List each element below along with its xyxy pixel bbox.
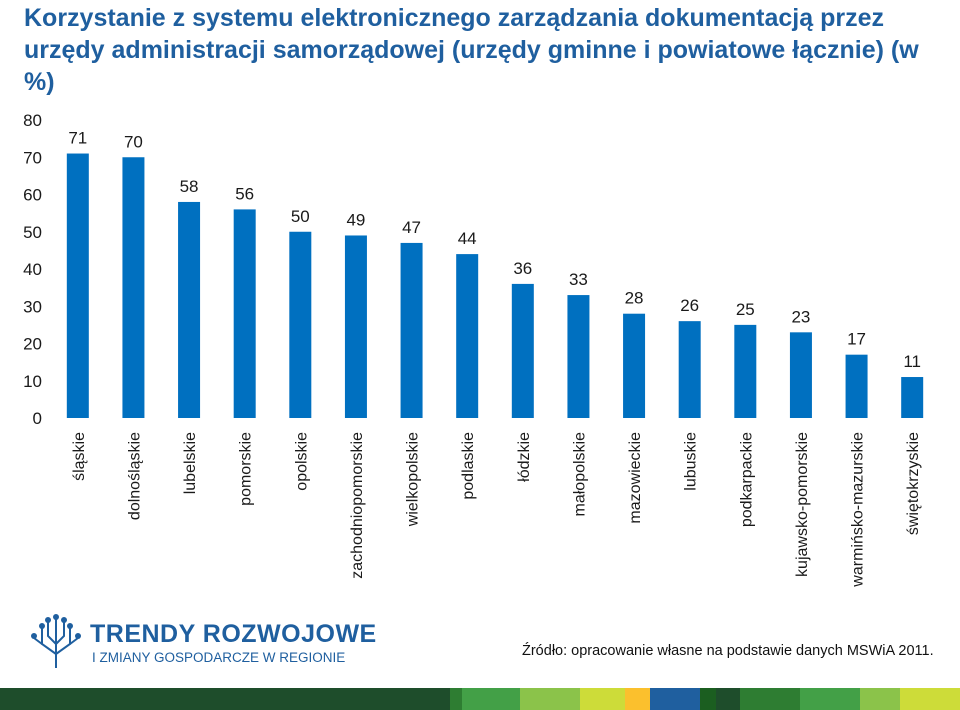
y-tick-label: 50: [23, 223, 42, 242]
category-label: podlaskie: [460, 432, 477, 500]
data-label: 33: [569, 270, 588, 289]
footer-strip-segment: [625, 688, 650, 710]
bar: [901, 377, 924, 418]
category-label: lubuskie: [683, 432, 700, 491]
footer-strip-segment: [650, 688, 700, 710]
data-label: 25: [736, 300, 755, 319]
footer-strip-segment: [462, 688, 520, 710]
bar: [344, 235, 367, 418]
footer-strip-segment: [450, 688, 462, 710]
bar: [734, 324, 757, 418]
data-label: 11: [903, 352, 921, 371]
bar: [567, 295, 590, 418]
data-label: 70: [124, 132, 143, 151]
data-label: 17: [847, 330, 866, 349]
data-label: 71: [68, 129, 87, 148]
y-tick-label: 30: [23, 297, 42, 316]
category-label: dolnośląskie: [126, 432, 143, 520]
footer-strip-segment: [716, 688, 740, 710]
footer-strip-segment: [800, 688, 860, 710]
category-label: mazowieckie: [627, 432, 644, 524]
category-label: lubelskie: [182, 432, 199, 494]
category-labels: śląskie dolnośląskie lubelskie pomorskie opo…: [71, 432, 922, 588]
y-tick-label: 60: [23, 186, 42, 205]
footer-strip-segment: [580, 688, 625, 710]
y-tick-label: 10: [23, 372, 42, 391]
bar: [233, 209, 256, 418]
data-label: 58: [180, 177, 199, 196]
data-label: 56: [235, 184, 254, 203]
bar: [456, 254, 479, 418]
data-label: 47: [402, 218, 421, 237]
circuit-tree-icon: [31, 614, 81, 668]
bar: [178, 201, 201, 418]
data-label: 28: [625, 289, 644, 308]
category-label: opolskie: [293, 432, 310, 491]
data-label: 23: [791, 307, 810, 326]
footer-strip-segment: [740, 688, 800, 710]
footer-strip-segment: [900, 688, 960, 710]
category-label: świętokrzyskie: [905, 432, 922, 535]
source-note: Źródło: opracowanie własne na podstawie …: [522, 643, 934, 659]
bar: [623, 313, 646, 418]
bar: [400, 242, 423, 418]
chart-title: Korzystanie z systemu elektronicznego za…: [24, 4, 919, 96]
logo-subtitle: I ZMIANY GOSPODARCZE W REGIONIE: [92, 650, 346, 665]
y-axis-ticks: 0 10 20 30 40 50 60 70 80: [23, 111, 42, 428]
data-label: 36: [513, 259, 532, 278]
bar: [845, 354, 868, 418]
bar-chart: 0 10 20 30 40 50 60 70 80 71 70 58 56 50 49 47 44 36 33 28…: [23, 111, 924, 588]
category-label: podkarpackie: [738, 432, 755, 527]
bar: [66, 153, 89, 418]
footer-color-strip: [0, 688, 960, 710]
data-label: 50: [291, 207, 310, 226]
y-tick-label: 70: [23, 148, 42, 167]
logo: TRENDY ROZWOJOWE I ZMIANY GOSPODARCZE W …: [30, 612, 376, 674]
category-label: zachodniopomorskie: [349, 432, 366, 579]
data-labels: 71 70 58 56 50 49 47 44 36 33 28 26 25 23 17 11: [68, 129, 921, 372]
bar: [122, 157, 145, 418]
category-label: pomorskie: [238, 432, 255, 506]
footer-strip-segment: [0, 688, 450, 710]
bars: [66, 153, 924, 418]
footer-strip-segment: [520, 688, 580, 710]
y-tick-label: 40: [23, 260, 42, 279]
footer-strip-segment: [860, 688, 900, 710]
category-label: kujawsko-pomorskie: [794, 432, 811, 577]
y-tick-label: 0: [33, 409, 42, 428]
category-label: warmińsko-mazurskie: [850, 432, 867, 588]
category-label: śląskie: [71, 432, 88, 481]
data-label: 44: [458, 229, 477, 248]
bar: [678, 321, 701, 418]
y-tick-label: 20: [23, 335, 42, 354]
bar: [289, 231, 312, 418]
category-label: łódzkie: [516, 432, 533, 482]
bar: [511, 283, 534, 418]
category-label: wielkopolskie: [405, 432, 422, 527]
data-label: 49: [346, 210, 365, 229]
y-tick-label: 80: [23, 111, 42, 130]
footer-strip-segment: [700, 688, 716, 710]
bar: [789, 332, 812, 418]
data-label: 26: [680, 296, 699, 315]
category-label: małopolskie: [571, 432, 588, 517]
logo-name: TRENDY ROZWOJOWE: [90, 620, 377, 648]
